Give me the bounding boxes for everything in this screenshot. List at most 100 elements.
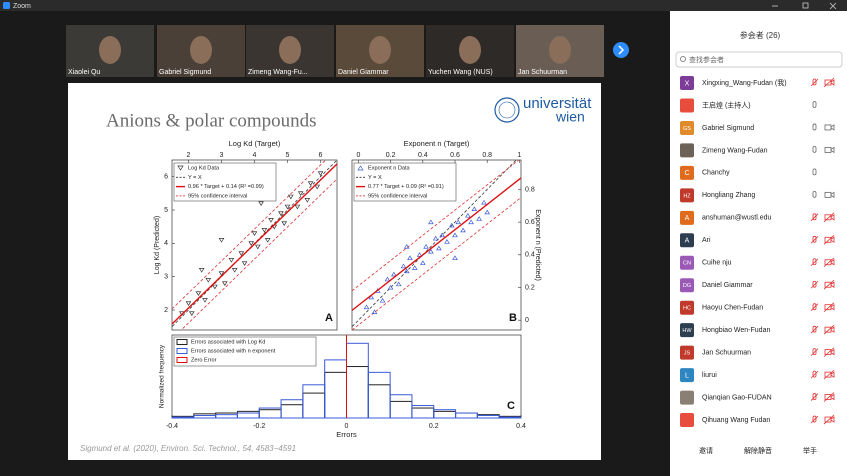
maximize-button[interactable] bbox=[802, 2, 809, 9]
x-axis-label: Log Kd (Target) bbox=[229, 139, 281, 148]
data-point bbox=[188, 311, 195, 317]
close-button[interactable] bbox=[829, 2, 837, 10]
data-point bbox=[284, 204, 291, 210]
avatar-initials: CN bbox=[683, 261, 691, 267]
panel-button[interactable] bbox=[738, 444, 778, 458]
participant-name[interactable]: Hongbiao Wen-Fudan bbox=[702, 327, 770, 334]
x-tick-label: 4 bbox=[253, 152, 257, 159]
data-point bbox=[428, 219, 434, 225]
data-point bbox=[238, 251, 245, 257]
participant-name[interactable]: Jan Schuurman bbox=[702, 349, 751, 356]
mute-slash bbox=[810, 415, 819, 424]
participant-name[interactable]: Hongliang Zhang bbox=[702, 192, 755, 199]
avatar-initials: L bbox=[685, 372, 689, 379]
data-point bbox=[403, 268, 410, 274]
legend-box bbox=[173, 336, 317, 367]
video-icon bbox=[824, 147, 832, 153]
mic-icon bbox=[812, 213, 817, 221]
mic-icon bbox=[812, 168, 817, 176]
mute-slash bbox=[810, 303, 819, 311]
data-point bbox=[481, 199, 487, 205]
panel-button[interactable] bbox=[686, 444, 726, 458]
participant-name[interactable]: Qianqian Gao-FUDAN bbox=[702, 394, 772, 401]
video-name: Gabriel Sigmund bbox=[159, 69, 211, 76]
participant-name[interactable]: anshuman@wustl.edu bbox=[702, 215, 771, 222]
data-point bbox=[416, 252, 423, 257]
video-person bbox=[369, 36, 391, 64]
data-point bbox=[468, 219, 474, 225]
panel-button[interactable] bbox=[790, 444, 830, 458]
data-point bbox=[218, 271, 225, 277]
participant-name[interactable]: 王启煌 (主持人) bbox=[702, 100, 751, 109]
video-icon bbox=[824, 304, 832, 311]
y-tick-label: 4 bbox=[164, 240, 168, 247]
video-person bbox=[99, 36, 121, 64]
video-icon bbox=[824, 371, 832, 378]
video-icon-lens bbox=[830, 348, 835, 356]
data-point bbox=[261, 228, 268, 233]
logo-seal-inner bbox=[498, 101, 516, 119]
data-point bbox=[281, 221, 288, 227]
participant-name[interactable]: Zimeng Wang-Fudan bbox=[702, 147, 768, 154]
participant-avatar bbox=[680, 120, 694, 135]
avatar-initials: HZ bbox=[683, 193, 691, 199]
avatar-initials: GS bbox=[683, 126, 691, 132]
data-point bbox=[268, 218, 274, 223]
mute-slash bbox=[810, 325, 819, 334]
video-off-slash bbox=[823, 257, 835, 268]
x-tick-label: 0.8 bbox=[482, 152, 492, 159]
data-point bbox=[387, 284, 394, 290]
participant-name[interactable]: Xingxing_Wang-Fudan (我) bbox=[702, 78, 787, 87]
participant-avatar bbox=[680, 300, 694, 315]
y-tick-label: 0.2 bbox=[525, 284, 535, 291]
video-icon-lens bbox=[830, 371, 835, 378]
data-point bbox=[287, 194, 294, 200]
video-icon bbox=[824, 79, 832, 86]
y-axis-label: Normalized frequency bbox=[159, 344, 166, 408]
confidence-line bbox=[352, 160, 520, 292]
video-icon-lens bbox=[830, 214, 835, 221]
video-icon-lens bbox=[830, 236, 835, 244]
y-axis-label: Log Kd (Predicted) bbox=[154, 216, 161, 274]
search-box[interactable] bbox=[675, 51, 843, 68]
video-icon bbox=[824, 394, 832, 400]
video-icon-lens bbox=[830, 416, 835, 423]
x-tick-label: 0.2 bbox=[386, 152, 396, 159]
data-point bbox=[439, 232, 445, 238]
mute-slash bbox=[810, 348, 819, 356]
window-title: Zoom bbox=[13, 3, 31, 10]
video-person bbox=[190, 36, 212, 64]
data-point bbox=[294, 204, 301, 210]
avatar-initials: A bbox=[685, 215, 690, 222]
data-point bbox=[251, 231, 258, 237]
participant-name[interactable]: Qihuang Wang Fudan bbox=[702, 417, 770, 424]
video-icon-lens bbox=[830, 303, 835, 311]
logo-seal bbox=[494, 97, 520, 123]
participant-name[interactable]: liurui bbox=[702, 372, 717, 379]
y-tick-label: 0.6 bbox=[525, 219, 535, 226]
mic-icon bbox=[812, 325, 817, 333]
participant-avatar bbox=[680, 255, 694, 270]
x-tick-label: 0 bbox=[345, 423, 349, 430]
legend-swatch bbox=[176, 348, 188, 354]
participant-name[interactable]: Ari bbox=[702, 237, 711, 244]
title-bar bbox=[0, 0, 847, 11]
next-videos-button[interactable] bbox=[613, 42, 629, 58]
x-tick-label: 0.2 bbox=[429, 423, 439, 430]
data-point bbox=[465, 212, 471, 218]
participant-name[interactable]: Daniel Giammar bbox=[702, 282, 753, 289]
participant-name[interactable]: Cuihe nju bbox=[702, 260, 732, 267]
identity-line bbox=[352, 160, 517, 328]
video-icon-lens bbox=[830, 191, 835, 199]
participant-name[interactable]: Gabriel Sigmund bbox=[702, 125, 754, 132]
participant-avatar bbox=[680, 98, 694, 113]
participant-avatar bbox=[680, 165, 694, 180]
data-point bbox=[231, 268, 238, 273]
y-tick-label: 5 bbox=[164, 207, 168, 214]
participant-name[interactable]: Haoyu Chen-Fudan bbox=[702, 305, 763, 312]
video-person bbox=[549, 36, 571, 64]
search-icon bbox=[680, 56, 686, 62]
legend-label: Errors associated with n exponent bbox=[191, 348, 276, 354]
participant-name[interactable]: Chanchy bbox=[702, 170, 730, 177]
video-icon-lens bbox=[830, 79, 835, 86]
